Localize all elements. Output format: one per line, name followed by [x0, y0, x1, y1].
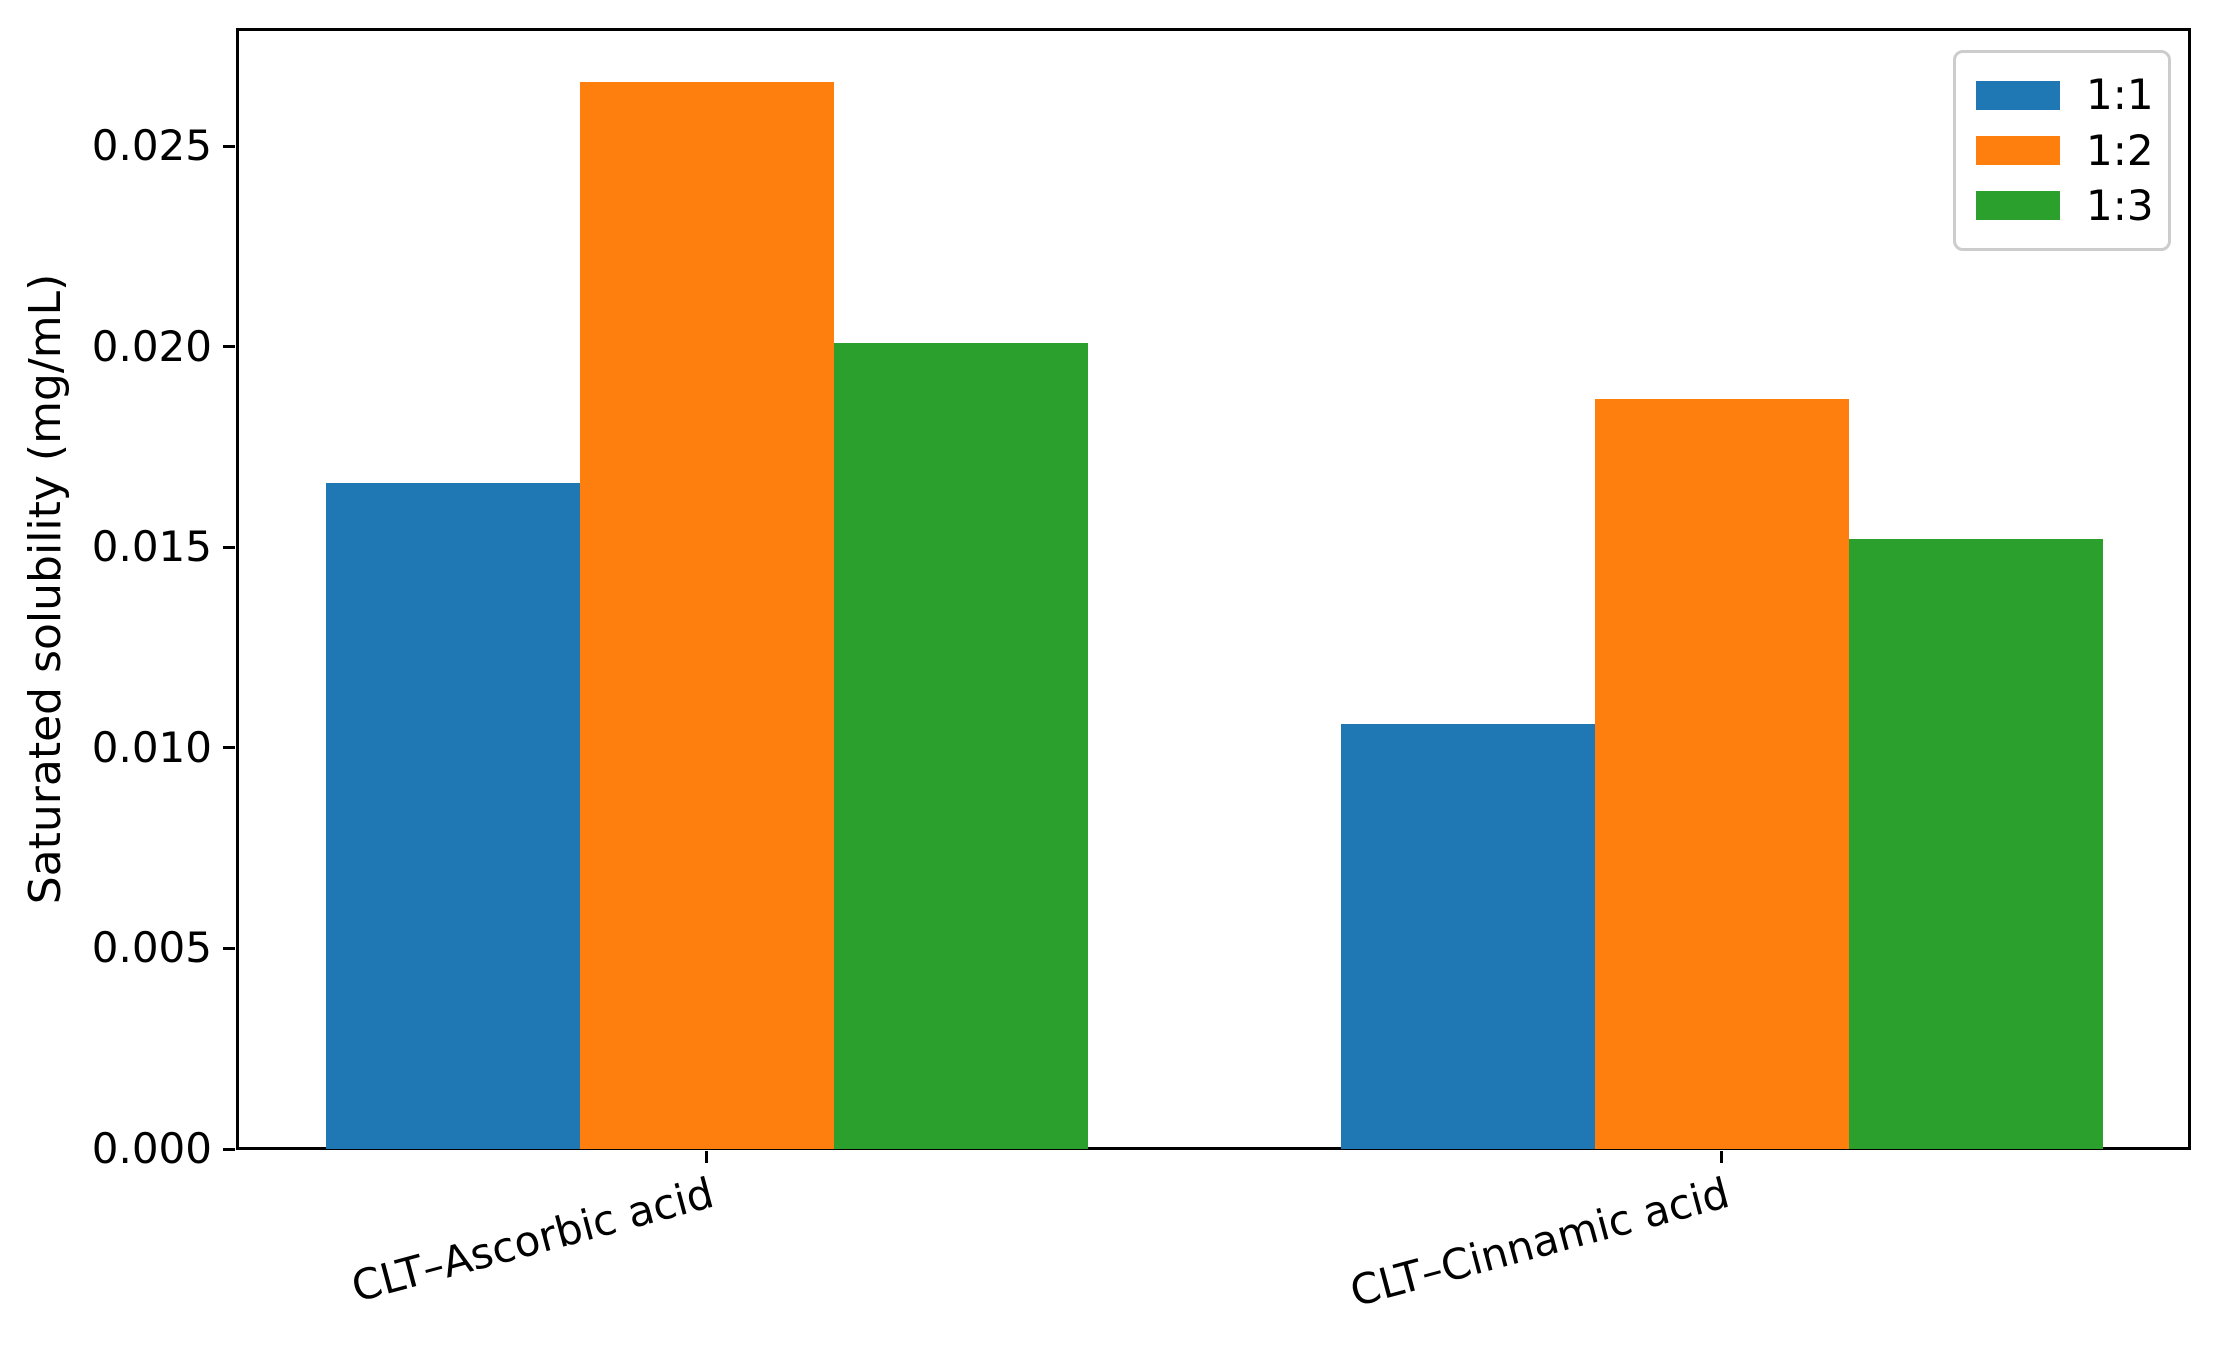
y-tick-mark — [223, 545, 235, 549]
legend-entry-1-1: 1:1 — [1976, 74, 2154, 116]
y-tick-mark — [223, 746, 235, 750]
y-tick-mark — [223, 345, 235, 349]
y-tick-label: 0.005 — [91, 923, 212, 973]
bar-clt-ascorbic-acid-1-1 — [325, 483, 580, 1149]
x-tick-mark — [705, 1151, 708, 1163]
y-tick-mark — [223, 144, 235, 148]
x-tick-label-clt-ascorbic-acid: CLT–Ascorbic acid — [346, 1168, 719, 1312]
legend-label-1-3: 1:3 — [2086, 180, 2154, 230]
legend-label-1-1: 1:1 — [2086, 70, 2154, 120]
x-tick-label-clt-cinnamic-acid: CLT–Cinnamic acid — [1344, 1168, 1734, 1317]
y-tick-label: 0.010 — [91, 722, 212, 772]
bar-clt-cinnamic-acid-1-2 — [1594, 399, 1849, 1149]
legend-swatch-1-3 — [1976, 191, 2060, 221]
y-tick-label: 0.025 — [91, 121, 212, 171]
legend-swatch-1-1 — [1976, 80, 2060, 110]
y-tick-label: 0.000 — [91, 1124, 212, 1173]
legend-label-1-2: 1:2 — [2086, 125, 2154, 175]
bar-clt-cinnamic-acid-1-3 — [1848, 539, 2103, 1149]
y-tick-mark — [223, 1147, 235, 1151]
legend-entry-1-2: 1:2 — [1976, 129, 2154, 172]
y-tick-label: 0.020 — [91, 321, 212, 371]
y-tick-mark — [223, 946, 235, 950]
bar-clt-cinnamic-acid-1-1 — [1340, 723, 1595, 1149]
legend: 1:1 1:2 1:3 — [1953, 50, 2171, 251]
bar-clt-ascorbic-acid-1-2 — [579, 82, 834, 1149]
legend-swatch-1-2 — [1976, 136, 2060, 165]
bar-clt-ascorbic-acid-1-3 — [833, 342, 1088, 1149]
plot-area-frame — [236, 28, 2191, 1150]
y-tick-label: 0.015 — [91, 522, 212, 572]
y-axis-label: Saturated solubility (mg/mL) — [20, 273, 71, 905]
x-tick-mark — [1720, 1151, 1723, 1163]
legend-entry-1-3: 1:3 — [1976, 184, 2154, 227]
